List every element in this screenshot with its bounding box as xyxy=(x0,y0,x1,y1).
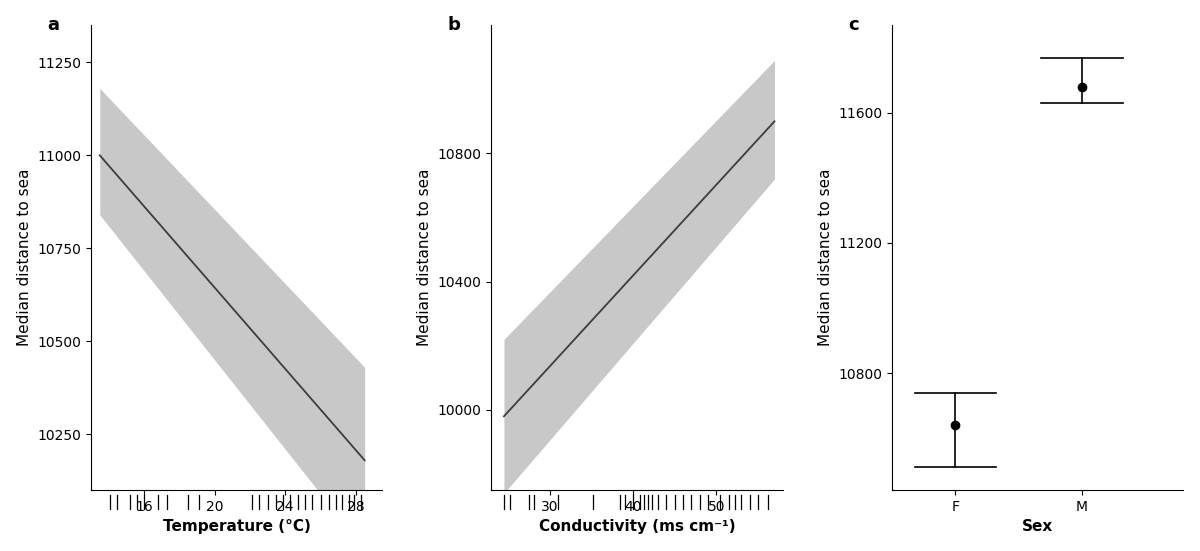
X-axis label: Temperature (°C): Temperature (°C) xyxy=(163,520,311,534)
Text: b: b xyxy=(448,16,461,34)
Text: c: c xyxy=(848,16,859,34)
X-axis label: Conductivity (ms cm⁻¹): Conductivity (ms cm⁻¹) xyxy=(539,520,736,534)
Y-axis label: Median distance to sea: Median distance to sea xyxy=(817,169,833,347)
Y-axis label: Median distance to sea: Median distance to sea xyxy=(418,169,432,347)
Text: a: a xyxy=(47,16,59,34)
X-axis label: Sex: Sex xyxy=(1022,520,1054,534)
Y-axis label: Median distance to sea: Median distance to sea xyxy=(17,169,31,347)
